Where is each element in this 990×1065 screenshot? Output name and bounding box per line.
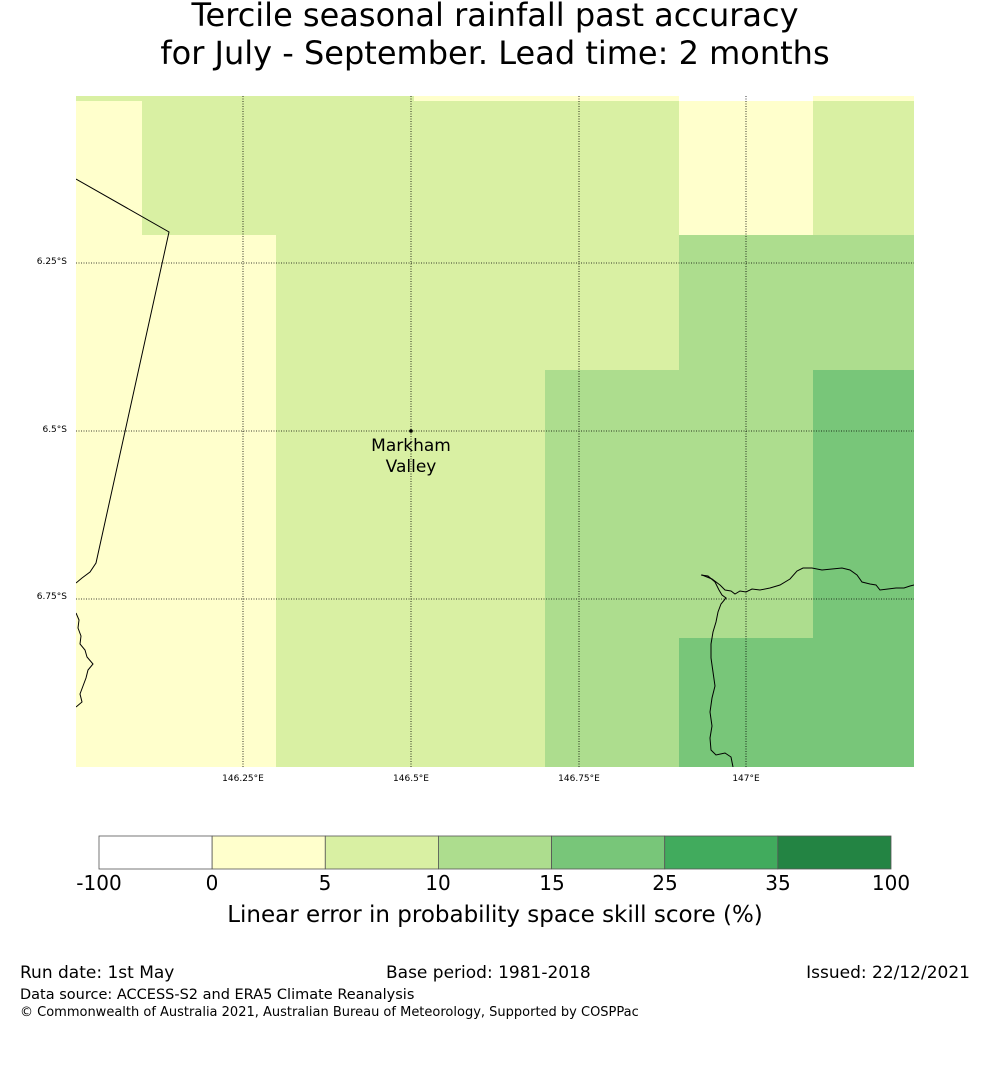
coastline-east xyxy=(701,567,914,595)
place-marker xyxy=(409,429,413,433)
grid-cell xyxy=(545,638,679,767)
colorbar xyxy=(98,835,892,870)
colorbar-swatch xyxy=(551,835,666,870)
grid-cell xyxy=(142,235,276,767)
longitude-label: 146.25°E xyxy=(222,774,264,784)
copyright: © Commonwealth of Australia 2021, Austra… xyxy=(20,1005,639,1020)
grid-cell xyxy=(813,101,914,235)
run-date: Run date: 1st May xyxy=(20,963,175,983)
colorbar-tick-label: 100 xyxy=(871,871,911,895)
colorbar-swatch xyxy=(438,835,552,870)
longitude-label: 146.5°E xyxy=(393,774,429,784)
skill-map xyxy=(76,96,914,767)
colorbar-swatch xyxy=(664,835,779,870)
chart-title-line2: for July - September. Lead time: 2 month… xyxy=(160,34,830,72)
colorbar-swatch xyxy=(324,835,439,870)
place-label: Markham Valley xyxy=(361,436,461,478)
grid-cell xyxy=(76,96,914,101)
data-source: Data source: ACCESS-S2 and ERA5 Climate … xyxy=(20,987,415,1003)
grid-cell xyxy=(76,96,142,101)
longitude-label: 147°E xyxy=(732,774,760,784)
colorbar-swatch xyxy=(98,835,213,870)
grid-cell xyxy=(813,370,914,767)
province-boundary xyxy=(76,178,170,584)
colorbar-tick-label: 10 xyxy=(425,871,451,895)
colorbar-swatch xyxy=(211,835,326,870)
issued-date: Issued: 22/12/2021 xyxy=(806,963,970,983)
grid-cell xyxy=(142,96,414,101)
base-period: Base period: 1981-2018 xyxy=(386,963,591,983)
latitude-label: 6.75°S xyxy=(36,592,67,602)
colorbar-tick-label: 25 xyxy=(652,871,678,895)
latitude-label: 6.25°S xyxy=(36,257,67,267)
grid-cell xyxy=(142,101,676,235)
latitude-label: 6.5°S xyxy=(42,425,67,435)
colorbar-tick-label: 35 xyxy=(765,871,791,895)
longitude-label: 146.75°E xyxy=(558,774,600,784)
place-name-line1: Markham xyxy=(371,436,451,456)
colorbar-tick-label: 5 xyxy=(318,871,332,895)
colorbar-label: Linear error in probability space skill … xyxy=(227,902,763,928)
chart-title-line1: Tercile seasonal rainfall past accuracy xyxy=(191,0,799,34)
coastline-west xyxy=(76,612,94,708)
grid-cell xyxy=(679,235,914,370)
colorbar-swatch xyxy=(777,835,892,870)
river-line xyxy=(700,574,734,767)
colorbar-tick-label: 0 xyxy=(205,871,219,895)
grid-cell xyxy=(545,370,813,638)
place-name-line2: Valley xyxy=(385,457,437,477)
grid-cell xyxy=(679,101,813,235)
colorbar-tick-label: -100 xyxy=(76,871,122,895)
colorbar-tick-label: 15 xyxy=(539,871,565,895)
